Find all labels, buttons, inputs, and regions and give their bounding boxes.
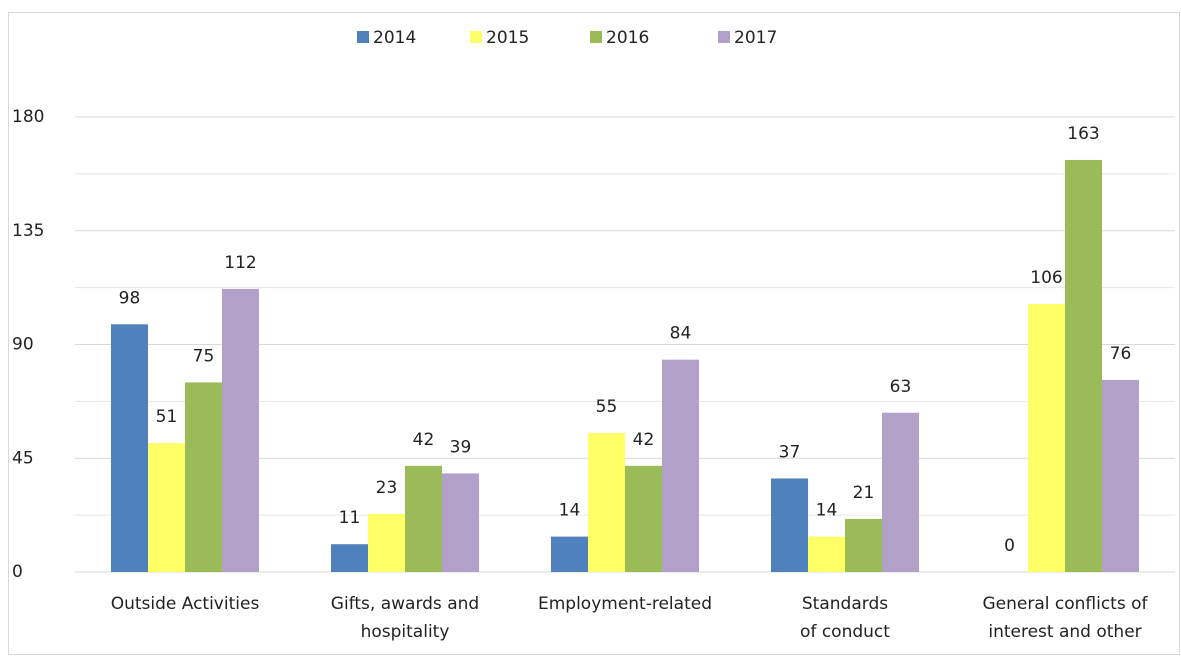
bar [1065, 159, 1102, 572]
bar [222, 288, 259, 572]
legend-label: 2014 [373, 28, 416, 48]
data-label: 14 [816, 501, 838, 521]
data-label: 0 [1004, 536, 1015, 556]
bar [551, 536, 588, 572]
x-tick-label: Employment-related [537, 594, 712, 614]
bar [111, 324, 148, 572]
y-tick-label: 180 [12, 107, 44, 127]
bar [405, 465, 442, 572]
chart-border [8, 12, 1180, 655]
bar [331, 544, 368, 572]
bar [771, 478, 808, 572]
y-tick-label: 135 [12, 221, 44, 241]
bar [588, 432, 625, 572]
data-label: 51 [156, 407, 178, 427]
legend-label: 2017 [734, 28, 777, 48]
legend-swatch [357, 31, 369, 43]
data-label: 42 [633, 430, 655, 450]
data-label: 14 [559, 501, 581, 521]
y-tick-label: 0 [12, 562, 23, 582]
bar [148, 443, 185, 572]
y-tick-label: 90 [12, 335, 34, 355]
bar [882, 412, 919, 572]
legend-swatch [470, 31, 482, 43]
data-label: 39 [450, 437, 472, 457]
bar [1102, 379, 1139, 572]
legend-label: 2016 [606, 28, 649, 48]
bar [625, 465, 662, 572]
data-label: 163 [1067, 124, 1099, 144]
data-label: 112 [224, 253, 256, 273]
data-label: 11 [339, 508, 361, 528]
legend-label: 2015 [486, 28, 529, 48]
data-label: 37 [779, 442, 801, 462]
legend-swatch [590, 31, 602, 43]
data-label: 42 [413, 430, 435, 450]
bar [185, 382, 222, 572]
legend-swatch [718, 31, 730, 43]
x-tick-label: Outside Activities [110, 594, 260, 614]
data-label: 23 [376, 478, 398, 498]
bar [1028, 304, 1065, 572]
x-tick-label: General conflicts of interest and other [982, 594, 1148, 642]
bar [662, 359, 699, 572]
data-label: 98 [119, 288, 141, 308]
x-tick-label: Gifts, awards and hospitality [330, 594, 480, 642]
data-label: 55 [596, 397, 618, 417]
bar [808, 536, 845, 572]
bar [845, 518, 882, 572]
y-tick-label: 45 [12, 448, 34, 468]
x-tick-label: Standards of conduct [800, 594, 890, 642]
bar [442, 473, 479, 572]
data-label: 84 [670, 324, 692, 344]
data-label: 76 [1110, 344, 1132, 364]
data-label: 21 [853, 483, 875, 503]
data-label: 75 [193, 346, 215, 366]
bar [368, 513, 405, 572]
data-label: 63 [890, 377, 912, 397]
data-label: 106 [1030, 268, 1062, 288]
